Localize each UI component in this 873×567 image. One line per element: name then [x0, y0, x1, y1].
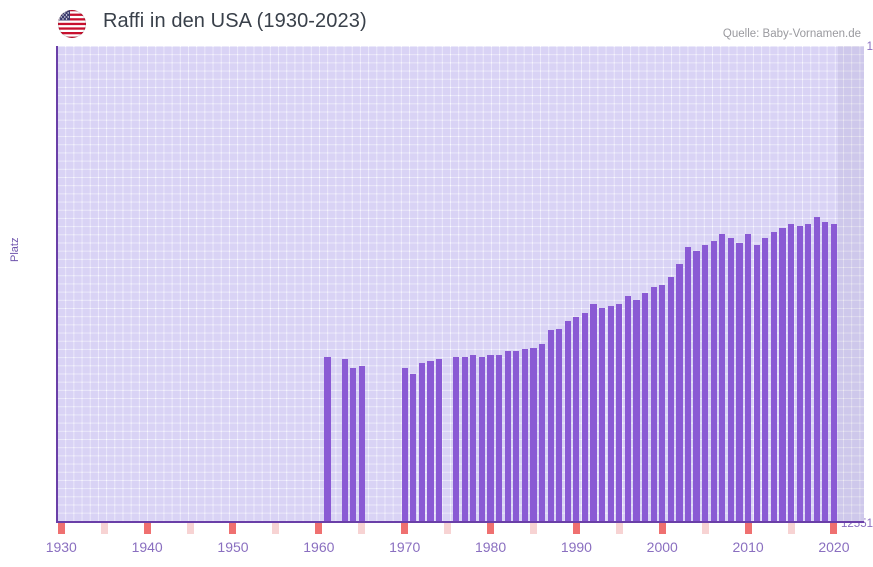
bar-series — [57, 46, 864, 522]
bar — [504, 351, 511, 522]
bar — [633, 300, 640, 522]
bar — [676, 264, 683, 522]
bar — [538, 343, 546, 522]
bar — [556, 328, 563, 522]
bar — [753, 245, 760, 522]
x-axis-tick-minor — [358, 523, 366, 534]
x-axis-tick-major — [572, 523, 580, 534]
bar — [805, 224, 812, 522]
bar — [513, 351, 520, 522]
bar — [650, 286, 657, 522]
source-attribution: Quelle: Baby-Vornamen.de — [722, 28, 861, 40]
page-title: Raffi in den USA (1930-2023) — [103, 10, 367, 32]
bar — [564, 320, 571, 522]
bar — [341, 358, 348, 522]
bar — [813, 216, 820, 522]
bar — [530, 347, 537, 522]
x-axis-tick-major — [744, 523, 752, 534]
plot-area — [57, 46, 864, 522]
bar — [487, 355, 494, 522]
y-axis-title: Platz — [9, 237, 21, 262]
bar — [616, 303, 623, 522]
bar — [461, 356, 468, 522]
x-axis-tick-major — [143, 523, 151, 534]
chart-header: Raffi in den USA (1930-2023) Quelle: Bab… — [0, 0, 873, 44]
x-axis-line — [57, 521, 864, 523]
x-axis-tick-minor — [701, 523, 709, 534]
x-axis-tick-label: 1980 — [474, 539, 507, 555]
bar — [745, 233, 752, 522]
x-axis-tick-major — [229, 523, 237, 534]
bar — [770, 231, 777, 522]
x-axis-tick-major — [315, 523, 323, 534]
bar — [453, 356, 460, 522]
x-axis-tick-label: 1950 — [217, 539, 249, 555]
y-axis-tick-top: 1 — [866, 41, 873, 53]
bar — [787, 224, 795, 522]
x-axis-tick-label: 1970 — [389, 539, 421, 555]
x-axis-tick-minor — [787, 523, 795, 534]
x-axis-tick-label: 1960 — [303, 539, 335, 555]
x-axis-tick-label: 2000 — [646, 539, 678, 555]
x-axis-tick-major — [830, 523, 838, 534]
bar — [435, 358, 443, 522]
x-axis-tick-minor — [615, 523, 623, 534]
x-axis-tick-major — [658, 523, 666, 534]
bar — [478, 356, 486, 522]
bar — [599, 307, 606, 522]
bar — [427, 360, 434, 522]
bar — [401, 368, 408, 522]
bar — [822, 222, 829, 522]
bar — [641, 292, 649, 522]
bar — [573, 317, 580, 522]
x-axis-tick-label: 2020 — [818, 539, 850, 555]
bar — [350, 368, 357, 522]
x-axis-tick-label: 1990 — [560, 539, 592, 555]
bar — [719, 233, 726, 522]
x-axis-tick-minor — [186, 523, 194, 534]
bar — [693, 250, 700, 522]
bar — [702, 245, 709, 522]
bar — [590, 303, 597, 522]
x-axis-tick-label: 1930 — [45, 539, 77, 555]
bar — [830, 224, 838, 522]
bar — [727, 237, 734, 522]
bar — [470, 355, 477, 522]
y-axis-line — [56, 46, 58, 523]
bar — [547, 330, 554, 522]
bar — [581, 313, 589, 522]
bar — [521, 349, 528, 522]
bar — [358, 366, 365, 522]
x-axis-tick-major — [487, 523, 495, 534]
bar — [496, 355, 503, 522]
bar — [607, 305, 614, 522]
bar — [762, 237, 769, 522]
x-axis-tick-label: 1940 — [131, 539, 163, 555]
bar — [418, 362, 425, 522]
bar — [779, 228, 786, 522]
x-axis-tick-major — [57, 523, 65, 534]
x-axis-tick-minor — [529, 523, 537, 534]
bar — [710, 241, 717, 522]
bar — [659, 284, 666, 522]
bar — [624, 296, 631, 522]
bar — [324, 356, 331, 522]
us-flag-icon — [57, 9, 87, 39]
bar — [796, 226, 803, 522]
x-axis-tick-major — [401, 523, 409, 534]
bar — [410, 374, 417, 522]
bar — [667, 277, 674, 522]
bar — [736, 243, 743, 522]
x-axis-tick-minor — [444, 523, 452, 534]
x-axis-tick-minor — [100, 523, 108, 534]
x-axis-tick-minor — [272, 523, 280, 534]
bar — [684, 246, 692, 522]
x-axis-tick-label: 2010 — [732, 539, 764, 555]
